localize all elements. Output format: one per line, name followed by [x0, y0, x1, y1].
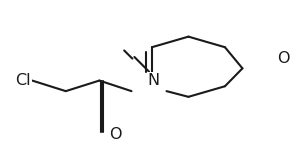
Text: N: N [148, 73, 160, 88]
Text: O: O [109, 127, 122, 142]
Text: Cl: Cl [15, 73, 31, 88]
Text: O: O [277, 51, 290, 66]
